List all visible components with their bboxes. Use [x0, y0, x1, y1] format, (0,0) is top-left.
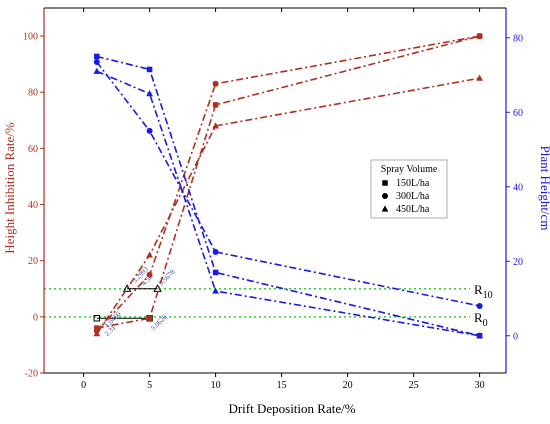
x-tick-label: 25: [409, 380, 419, 391]
axes-layer: 0 5 10 15 20 25 30 -20 0 20 40 60 80 100 0 20 40 60 80: [23, 7, 523, 391]
y-left-tick-label: 80: [28, 88, 38, 99]
y-right-axis-title: Plant Height/cm: [538, 146, 550, 231]
height-point-triangle: [476, 332, 483, 339]
inhibition-point-triangle: [93, 330, 101, 337]
y-left-tick-label: 100: [23, 32, 38, 43]
height-line-triangle: [96, 70, 480, 337]
height-point-square: [146, 66, 153, 73]
x-tick-label: 30: [475, 380, 485, 391]
intersection-marker: [122, 284, 132, 292]
y-left-tick-label: 40: [28, 200, 38, 211]
y-left-tick-label: 20: [28, 256, 38, 267]
y-left-tick-label: 60: [28, 144, 38, 155]
height-point-circle: [476, 302, 483, 309]
x-axis-title: Drift Deposition Rate/%: [228, 401, 355, 416]
legend-label-circle: 300L/ha: [396, 191, 430, 202]
y-left-tick-label: 0: [33, 312, 38, 323]
inhibition-point-circle: [146, 271, 153, 278]
height-point-square: [94, 53, 100, 60]
legend-title: Spray Volume: [381, 164, 438, 175]
y-right-tick-label: 60: [513, 108, 523, 119]
y-right-tick-label: 20: [513, 257, 523, 268]
inhibition-point-triangle: [146, 251, 153, 258]
legend-marker-circle: [382, 193, 388, 199]
y-right-tick-label: 80: [513, 33, 523, 44]
x-tick-label: 10: [211, 380, 221, 391]
height-point-triangle: [212, 287, 219, 294]
height-point-square: [212, 269, 219, 276]
reference-label-0: R0: [474, 310, 488, 329]
legend: Spray Volume 150L/ha 300L/ha 450L/ha: [370, 159, 448, 219]
legend-label-triangle: 450L/ha: [396, 204, 430, 215]
x-tick-label: 15: [277, 380, 287, 391]
x-tick-label: 5: [147, 380, 152, 391]
inhibition-point-circle: [212, 80, 219, 87]
x-tick-label: 0: [81, 380, 86, 391]
legend-label-square: 150L/ha: [396, 178, 430, 189]
y-right-tick-label: 40: [513, 182, 523, 193]
height-point-triangle: [146, 90, 153, 97]
height-point-circle: [93, 59, 100, 66]
intersection-marker: [93, 315, 101, 322]
x-tick-label: 20: [343, 380, 353, 391]
inhibition-point-square: [146, 315, 153, 321]
height-point-circle: [212, 248, 219, 255]
intersection-label-5: 5.5678: [157, 268, 177, 288]
inhibition-point-triangle: [212, 122, 219, 129]
legend-marker-triangle: [381, 205, 389, 212]
inhibition-point-circle: [476, 33, 483, 40]
reference-label-10: R10: [474, 282, 493, 301]
inhibition-line-square: [96, 35, 480, 329]
y-right-tick-label: 0: [513, 331, 518, 342]
y-left-tick-label: -20: [25, 369, 38, 380]
y-left-axis-title: Height Inhibition Rate/%: [2, 122, 17, 254]
height-point-triangle: [93, 67, 101, 74]
inhibition-point-square: [212, 102, 219, 108]
inhibition-point-triangle: [476, 74, 483, 81]
height-line-square: [96, 55, 480, 337]
series-layer: [93, 33, 483, 339]
legend-entries: 150L/ha 300L/ha 450L/ha: [381, 178, 430, 215]
height-point-circle: [146, 127, 153, 134]
legend-marker-square: [382, 180, 388, 186]
